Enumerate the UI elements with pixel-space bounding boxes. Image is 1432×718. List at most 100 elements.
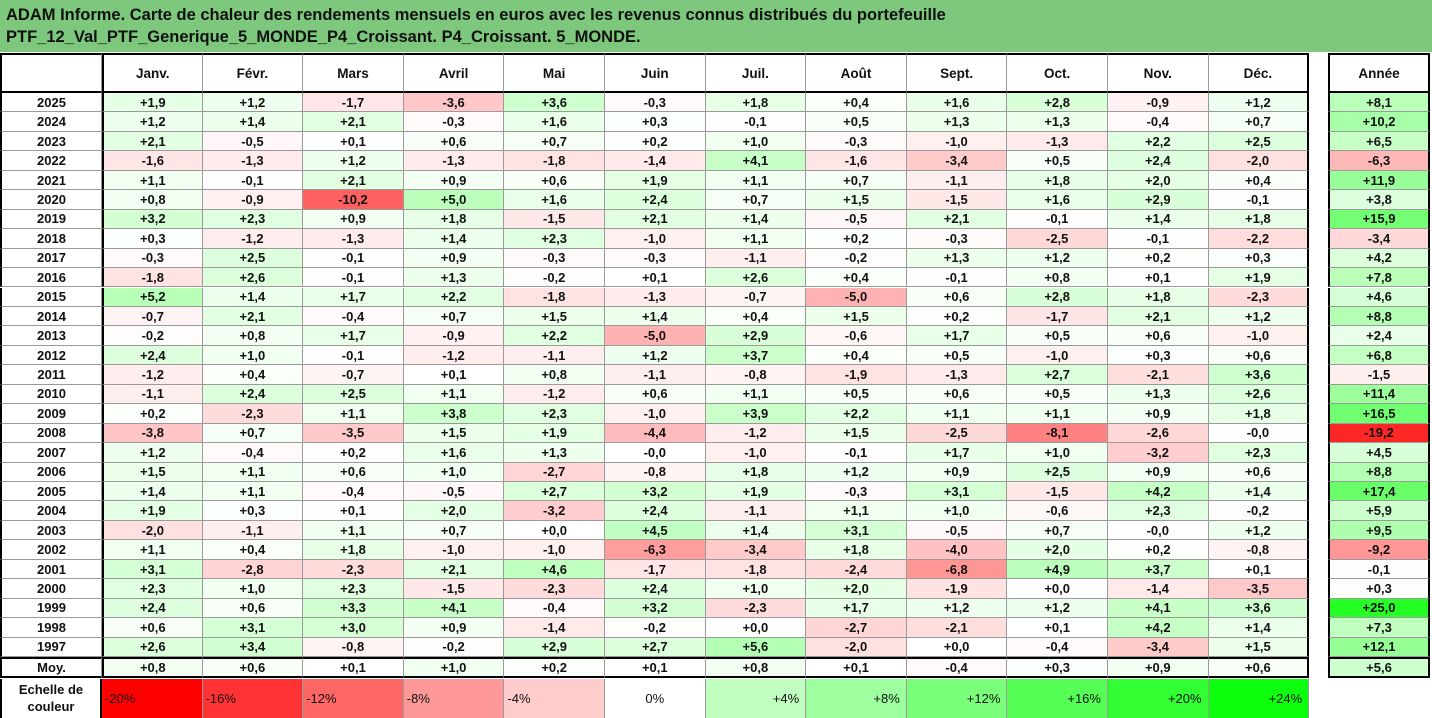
- average-cell: +0,2: [504, 657, 605, 679]
- heatmap-cell: +0,5: [806, 112, 907, 132]
- heatmap-cell: -1,5: [1007, 482, 1108, 502]
- heatmap-cell: -1,4: [605, 151, 706, 171]
- heatmap-cell: +0,3: [1208, 248, 1310, 269]
- average-cell: -0,4: [906, 657, 1008, 679]
- heatmap-cell: +1,8: [1108, 287, 1209, 307]
- heatmap-cell: +2,1: [303, 170, 404, 191]
- month-header: Sept.: [906, 53, 1008, 93]
- heatmap-cell: -1,4: [504, 618, 605, 638]
- annual-cell: +7,8: [1328, 268, 1430, 288]
- heatmap-cell: +1,5: [403, 423, 505, 444]
- heatmap-cell: +0,8: [202, 326, 304, 346]
- heatmap-cell: +1,1: [705, 384, 807, 405]
- heatmap-cell: -2,3: [504, 579, 605, 599]
- heatmap-cell: +1,9: [705, 482, 807, 502]
- heatmap-cell: +0,1: [303, 131, 404, 152]
- heatmap-cell: +1,7: [303, 287, 404, 307]
- heatmap-cell: +3,3: [303, 598, 404, 619]
- heatmap-cell: +0,4: [705, 306, 807, 327]
- heatmap-cell: +2,5: [202, 248, 304, 269]
- heatmap-cell: +2,5: [1007, 462, 1108, 482]
- month-header: Oct.: [1007, 53, 1108, 93]
- heatmap-cell: +1,8: [1208, 404, 1310, 424]
- heatmap-cell: +1,9: [504, 423, 605, 444]
- heatmap-cell: +2,0: [1108, 170, 1209, 191]
- row-year-label: 2020: [0, 190, 102, 210]
- annual-cell: +8,1: [1328, 93, 1430, 113]
- annual-cell: +8,8: [1328, 306, 1430, 327]
- row-year-label: 2001: [0, 559, 102, 580]
- heatmap-cell: -10,2: [303, 190, 404, 210]
- heatmap-cell: +1,8: [806, 540, 907, 560]
- heatmap-cell: +0,6: [605, 384, 706, 405]
- heatmap-cell: -0,5: [403, 482, 505, 502]
- heatmap-cell: +3,1: [102, 559, 203, 580]
- heatmap-cell: -0,3: [806, 482, 907, 502]
- heatmap-cell: +1,7: [303, 326, 404, 346]
- heatmap-cell: +0,6: [303, 462, 404, 482]
- average-row-label: Moy.: [0, 657, 102, 679]
- heatmap-cell: +0,3: [605, 112, 706, 132]
- heatmap-cell: +1,4: [705, 209, 807, 230]
- row-year-label: 2003: [0, 520, 102, 541]
- color-scale-swatch: -12%: [303, 678, 404, 718]
- heatmap-cell: +1,1: [102, 170, 203, 191]
- heatmap-cell: +2,5: [1208, 131, 1310, 152]
- heatmap-cell: -0,3: [403, 112, 505, 132]
- row-year-label: 2006: [0, 462, 102, 482]
- heatmap-cell: +2,4: [102, 598, 203, 619]
- heatmap-cell: -1,0: [705, 443, 807, 463]
- heatmap-cell: +2,3: [1108, 501, 1209, 521]
- month-header: Déc.: [1208, 53, 1310, 93]
- heatmap-cell: +1,0: [1007, 443, 1108, 463]
- title-line-1: ADAM Informe. Carte de chaleur des rende…: [6, 6, 946, 24]
- heatmap-cell: +2,7: [504, 482, 605, 502]
- heatmap-cell: -6,3: [605, 540, 706, 560]
- heatmap-cell: -0,0: [1108, 520, 1209, 541]
- heatmap-cell: +0,4: [806, 93, 907, 113]
- watermark: [1328, 678, 1430, 718]
- heatmap-cell: +2,1: [605, 209, 706, 230]
- heatmap-cell: +0,9: [303, 209, 404, 230]
- heatmap-cell: -1,8: [504, 287, 605, 307]
- heatmap-cell: +0,6: [1208, 345, 1310, 366]
- heatmap-cell: +2,7: [605, 637, 706, 658]
- heatmap-cell: +1,6: [504, 190, 605, 210]
- heatmap-cell: +1,4: [1208, 482, 1310, 502]
- heatmap-cell: +2,1: [403, 559, 505, 580]
- heatmap-cell: -3,2: [1108, 443, 1209, 463]
- heatmap-cell: +1,2: [906, 598, 1008, 619]
- heatmap-cell: +0,9: [1108, 404, 1209, 424]
- heatmap-cell: +0,6: [906, 287, 1008, 307]
- heatmap-cell: -2,7: [504, 462, 605, 482]
- heatmap-cell: +3,2: [605, 482, 706, 502]
- heatmap-cell: +2,6: [705, 268, 807, 288]
- heatmap-cell: -1,1: [504, 345, 605, 366]
- heatmap-cell: +0,1: [1108, 268, 1209, 288]
- heatmap-cell: -0,9: [202, 190, 304, 210]
- heatmap-cell: +3,9: [705, 404, 807, 424]
- heatmap-cell: +3,2: [605, 598, 706, 619]
- heatmap-cell: -3,2: [504, 501, 605, 521]
- heatmap-cell: +0,8: [102, 190, 203, 210]
- heatmap-cell: +2,3: [303, 579, 404, 599]
- heatmap-cell: +0,0: [705, 618, 807, 638]
- heatmap-cell: +0,6: [906, 384, 1008, 405]
- heatmap-cell: +1,3: [1007, 112, 1108, 132]
- row-year-label: 1998: [0, 618, 102, 638]
- color-scale-swatch: 0%: [605, 678, 706, 718]
- row-year-label: 2004: [0, 501, 102, 521]
- heatmap-cell: -0,4: [303, 306, 404, 327]
- row-year-label: 2019: [0, 209, 102, 230]
- heatmap-cell: +4,1: [403, 598, 505, 619]
- heatmap-cell: +0,2: [806, 229, 907, 249]
- heatmap-cell: +1,0: [202, 579, 304, 599]
- heatmap-cell: +5,2: [102, 287, 203, 307]
- heatmap-cell: +2,2: [403, 287, 505, 307]
- year-column-header: Année: [1328, 53, 1430, 93]
- heatmap-cell: +1,2: [202, 93, 304, 113]
- heatmap-cell: +0,9: [906, 462, 1008, 482]
- heatmap-cell: -0,1: [906, 268, 1008, 288]
- heatmap-cell: -2,6: [1108, 423, 1209, 444]
- heatmap-cell: +2,0: [403, 501, 505, 521]
